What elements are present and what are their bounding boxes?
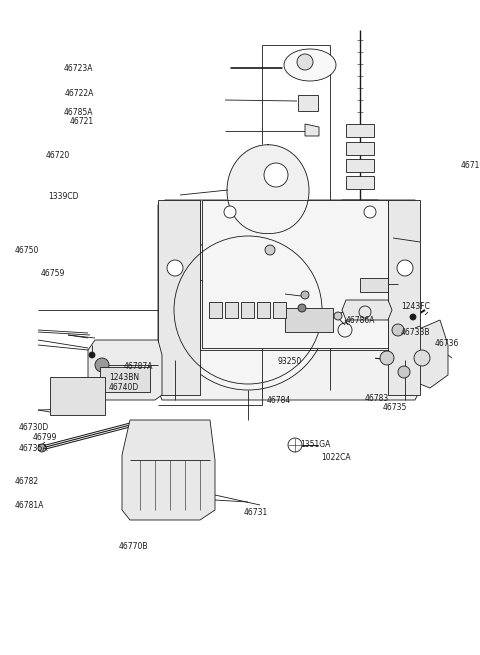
- Bar: [50, 377, 105, 415]
- Circle shape: [392, 324, 404, 336]
- Text: 46750: 46750: [14, 246, 39, 255]
- Text: 46740D: 46740D: [109, 383, 139, 392]
- Bar: [346, 159, 374, 172]
- Text: 46723A: 46723A: [64, 64, 94, 73]
- Circle shape: [398, 366, 410, 378]
- Circle shape: [168, 230, 328, 390]
- Bar: [257, 302, 270, 318]
- Bar: [202, 200, 388, 348]
- Circle shape: [380, 351, 394, 365]
- Polygon shape: [158, 200, 420, 400]
- Text: 1243BN: 1243BN: [109, 373, 139, 382]
- Circle shape: [298, 304, 306, 312]
- Polygon shape: [400, 320, 448, 388]
- Bar: [100, 367, 150, 392]
- Text: 1243FC: 1243FC: [401, 302, 430, 311]
- Text: 46720: 46720: [45, 151, 70, 160]
- Circle shape: [414, 350, 430, 366]
- Text: 46784: 46784: [266, 396, 291, 405]
- Circle shape: [224, 206, 236, 218]
- Circle shape: [364, 206, 376, 218]
- Text: 1351GA: 1351GA: [300, 440, 330, 449]
- Text: 46733B: 46733B: [401, 328, 430, 337]
- Circle shape: [301, 291, 309, 299]
- Circle shape: [95, 358, 109, 372]
- Bar: [346, 142, 374, 155]
- Text: 46721: 46721: [70, 117, 94, 126]
- Circle shape: [89, 352, 95, 358]
- Text: 1339CD: 1339CD: [48, 192, 79, 201]
- Bar: [346, 124, 374, 137]
- Bar: [285, 308, 333, 332]
- Bar: [298, 95, 318, 111]
- Text: 46799: 46799: [33, 433, 57, 442]
- Bar: [158, 200, 200, 395]
- Text: 46786A: 46786A: [346, 316, 375, 326]
- Text: 46722A: 46722A: [64, 88, 94, 98]
- Circle shape: [297, 54, 313, 70]
- Bar: [209, 302, 222, 318]
- Text: 46783: 46783: [365, 394, 389, 403]
- Text: 46735A: 46735A: [18, 443, 48, 453]
- Text: 46759: 46759: [41, 269, 65, 278]
- Polygon shape: [342, 300, 392, 320]
- Circle shape: [264, 163, 288, 187]
- Circle shape: [38, 444, 46, 452]
- Text: 46730D: 46730D: [18, 422, 48, 432]
- Text: 46710A: 46710A: [461, 160, 480, 170]
- Text: 46785A: 46785A: [64, 108, 94, 117]
- Bar: [346, 176, 374, 189]
- Polygon shape: [88, 340, 162, 400]
- Polygon shape: [227, 145, 309, 234]
- Circle shape: [410, 314, 416, 320]
- Text: 46736: 46736: [434, 339, 459, 348]
- Text: 46787A: 46787A: [124, 362, 154, 371]
- Circle shape: [334, 312, 342, 320]
- Polygon shape: [305, 124, 319, 136]
- Bar: [241, 302, 254, 318]
- Polygon shape: [122, 420, 215, 520]
- Text: 46731: 46731: [244, 508, 268, 517]
- Text: 46735: 46735: [383, 403, 408, 412]
- Text: 1022CA: 1022CA: [322, 453, 351, 462]
- Circle shape: [167, 260, 183, 276]
- Bar: [225, 302, 238, 318]
- Text: 46770B: 46770B: [119, 542, 148, 552]
- Bar: [273, 302, 286, 318]
- Ellipse shape: [284, 49, 336, 81]
- Text: 93250: 93250: [277, 357, 302, 366]
- Text: 46782: 46782: [14, 477, 38, 486]
- Bar: [388, 200, 420, 395]
- Polygon shape: [340, 200, 382, 290]
- Text: 46781A: 46781A: [14, 501, 44, 510]
- Bar: [360, 278, 388, 292]
- Circle shape: [397, 260, 413, 276]
- Circle shape: [265, 245, 275, 255]
